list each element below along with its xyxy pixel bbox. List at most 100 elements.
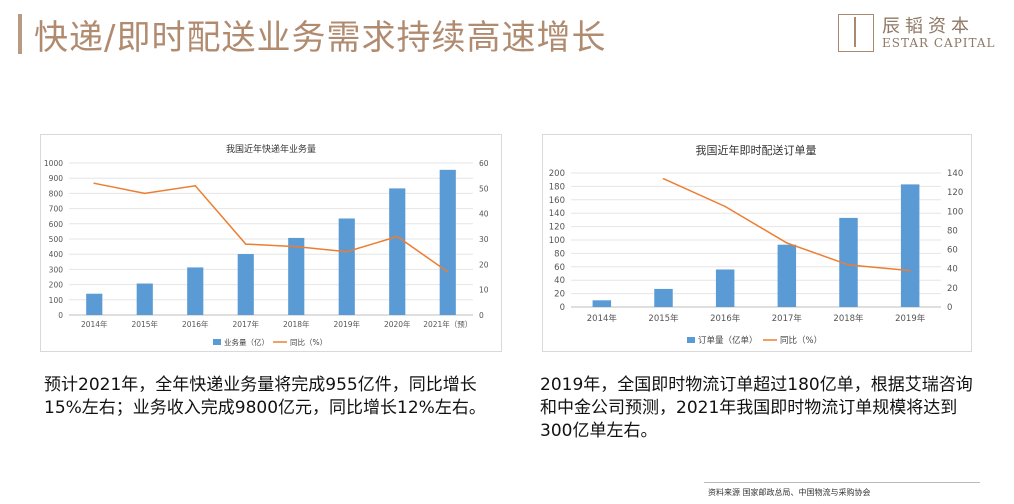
- y-left-tick-label: 900: [49, 174, 64, 183]
- y-left-tick-label: 800: [49, 189, 64, 198]
- y-left-tick-label: 180: [549, 182, 565, 192]
- yoy-point: [446, 271, 449, 273]
- bar: [187, 267, 204, 315]
- y-left-tick-label: 1000: [44, 159, 63, 168]
- y-left-tick-label: 600: [49, 220, 64, 229]
- yoy-point: [345, 250, 348, 253]
- x-tick-label: 2017年: [232, 319, 259, 329]
- yoy-point: [295, 245, 298, 248]
- x-tick-label: 2015年: [131, 319, 158, 329]
- x-tick-label: 2016年: [182, 319, 209, 329]
- bar: [592, 300, 612, 307]
- bar: [237, 254, 254, 315]
- x-tick-label: 2020年: [384, 319, 411, 329]
- bar: [136, 283, 153, 315]
- bar: [839, 217, 858, 307]
- instant-delivery-chart: 我国近年即时配送订单量 0 20 40 60 80 100 120 140 160 180 200 0 2…: [542, 134, 972, 352]
- bar: [900, 184, 920, 307]
- y-right-tick-label: 60: [479, 159, 489, 168]
- express-volume-chart: 我国近年快递年业务量 0 100 200 300 400 500 600 700 800 900 10…: [40, 134, 502, 352]
- bar: [288, 237, 305, 315]
- instant-delivery-chart-svg: 我国近年即时配送订单量 0 20 40 60 80 100 120 140 160 180 200 0 2…: [549, 143, 963, 346]
- yoy-point: [143, 192, 146, 195]
- bar: [338, 218, 355, 315]
- bar: [439, 169, 456, 315]
- yoy-point: [724, 205, 726, 208]
- x-tick-label: 2017年: [772, 313, 803, 324]
- y-right-tick-label: 30: [479, 235, 489, 244]
- x-tick-label: 2019年: [895, 313, 926, 324]
- yoy-point: [194, 185, 197, 187]
- y-right-tick-label: 0: [947, 303, 952, 313]
- y-right-tick-label: 40: [479, 210, 489, 219]
- page-title: 快递/即时配送业务需求持续高速增长: [34, 18, 607, 58]
- yoy-point: [662, 177, 665, 180]
- title-accent-bar: [18, 14, 22, 54]
- y-right-tick-label: 20: [479, 260, 489, 269]
- x-tick-label: 2019年: [333, 319, 360, 329]
- y-right-tick-label: 60: [947, 246, 958, 256]
- bar: [777, 244, 797, 307]
- yoy-point: [244, 243, 247, 245]
- legend-line-label: 同比（%）: [780, 335, 822, 346]
- y-right-tick-label: 80: [947, 226, 958, 236]
- legend-bar-swatch: [213, 339, 221, 345]
- y-left-tick-label: 80: [554, 249, 565, 259]
- bar: [86, 293, 103, 315]
- y-left-tick-label: 100: [49, 296, 64, 305]
- bar: [654, 288, 673, 307]
- y-left-tick-label: 120: [549, 223, 565, 233]
- y-right-tick-label: 0: [479, 311, 484, 320]
- yoy-point: [909, 269, 911, 272]
- y-left-tick-label: 0: [560, 303, 565, 313]
- legend-bar-label: 订单量（亿单）: [698, 335, 758, 346]
- chart-title: 我国近年即时配送订单量: [696, 143, 817, 157]
- x-tick-label: 2016年: [710, 313, 741, 324]
- y-left-tick-label: 20: [554, 290, 565, 300]
- express-caption: 预计2021年，全年快递业务量将完成955亿件，同比增长15%左右；业务收入完成…: [44, 375, 486, 418]
- yoy-point: [786, 242, 788, 244]
- y-left-tick-label: 700: [49, 205, 64, 214]
- yoy-line: [94, 182, 449, 273]
- yoy-point: [396, 235, 399, 238]
- express-volume-chart-svg: 我国近年快递年业务量010020030040050060070080090010…: [44, 143, 489, 347]
- x-tick-label: 2014年: [81, 319, 108, 329]
- bar: [715, 269, 735, 307]
- estar-logo-icon: [838, 14, 874, 52]
- y-left-tick-label: 400: [49, 250, 64, 259]
- legend-line-label: 同比（%）: [290, 337, 327, 347]
- y-left-tick-label: 40: [554, 276, 565, 286]
- y-left-tick-label: 100: [549, 236, 565, 246]
- source-divider: [704, 482, 980, 483]
- x-tick-label: 2021年（预）: [423, 319, 472, 329]
- y-right-tick-label: 50: [479, 184, 489, 193]
- instant-delivery-caption: 2019年，全国即时物流订单超过180亿单，根据艾瑞咨询和中金公司预测，2021…: [540, 375, 973, 441]
- y-left-tick-label: 140: [549, 209, 565, 219]
- y-right-tick-label: 20: [947, 284, 958, 294]
- x-tick-label: 2018年: [833, 313, 864, 324]
- bar: [389, 188, 406, 315]
- x-tick-label: 2018年: [283, 319, 310, 329]
- yoy-point: [93, 182, 96, 185]
- legend-bar-label: 业务量（亿）: [224, 337, 269, 347]
- y-left-tick-label: 200: [549, 169, 565, 179]
- legend-bar-swatch: [687, 337, 695, 343]
- chart-title: 我国近年快递年业务量: [226, 143, 316, 155]
- y-right-tick-label: 10: [479, 286, 489, 295]
- y-left-tick-label: 500: [49, 235, 64, 244]
- y-left-tick-label: 0: [58, 311, 63, 320]
- y-left-tick-label: 60: [554, 263, 565, 273]
- y-left-tick-label: 300: [49, 265, 64, 274]
- y-right-tick-label: 140: [947, 169, 963, 179]
- logo-chinese-name: 辰韬资本: [882, 16, 974, 37]
- source-note: 资料来源 国家邮政总局、中国物流与采购协会: [708, 488, 871, 497]
- yoy-point: [847, 264, 850, 266]
- x-tick-label: 2015年: [648, 313, 679, 324]
- y-left-tick-label: 200: [49, 281, 64, 290]
- x-tick-label: 2014年: [587, 313, 618, 324]
- y-right-tick-label: 100: [947, 207, 963, 217]
- y-right-tick-label: 40: [947, 265, 958, 275]
- y-right-tick-label: 120: [947, 188, 963, 198]
- logo-english-name: ESTAR CAPITAL: [882, 36, 996, 50]
- y-left-tick-label: 160: [549, 196, 565, 206]
